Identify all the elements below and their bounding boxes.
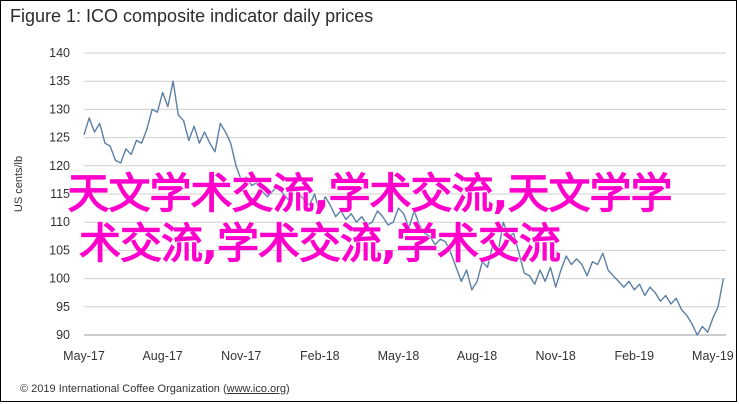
y-tick-label: 100	[49, 272, 70, 286]
footer-link[interactable]: www.ico.org	[226, 383, 286, 395]
y-tick-label: 110	[50, 215, 70, 229]
y-axis-label: US cents/lb	[13, 156, 25, 212]
x-tick-label: Aug-18	[457, 349, 497, 363]
y-tick-label: 90	[56, 328, 70, 342]
copyright-footer: © 2019 International Coffee Organization…	[20, 383, 290, 395]
y-tick-label: 120	[49, 159, 70, 173]
footer-suffix: )	[285, 383, 290, 395]
x-tick-label: Feb-19	[614, 349, 654, 363]
x-tick-label: Feb-18	[300, 349, 340, 363]
watermark-line-1: 天文学术交流,学术交流,天文学学	[67, 169, 673, 218]
x-tick-label: Aug-17	[142, 349, 182, 363]
y-tick-label: 105	[49, 243, 70, 257]
y-tick-label: 125	[49, 131, 70, 145]
y-tick-label: 130	[49, 102, 70, 116]
y-tick-label: 140	[49, 46, 70, 60]
watermark-line-2: 术交流,学术交流,学术交流	[79, 219, 561, 268]
y-tick-label: 95	[56, 300, 70, 314]
footer-prefix: © 2019 International Coffee Organization…	[20, 383, 227, 395]
series-line	[83, 80, 725, 336]
y-tick-label: 115	[50, 187, 70, 201]
x-tick-label: Nov-18	[536, 349, 576, 363]
x-tick-label: May-19	[692, 349, 734, 363]
y-tick-label: 135	[49, 74, 70, 88]
figure-title: Figure 1: ICO composite indicator daily …	[10, 6, 374, 26]
x-tick-label: Nov-17	[221, 349, 261, 363]
x-tick-label: May-18	[378, 349, 420, 363]
x-tick-label: May-17	[63, 349, 105, 363]
